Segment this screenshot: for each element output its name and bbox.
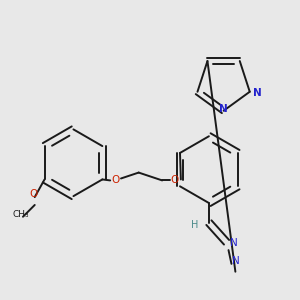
Text: O: O bbox=[30, 189, 38, 199]
Text: H: H bbox=[191, 220, 199, 230]
Text: N: N bbox=[253, 88, 261, 98]
Text: N: N bbox=[230, 238, 238, 248]
Text: CH₃: CH₃ bbox=[13, 210, 29, 219]
Text: O: O bbox=[171, 176, 179, 185]
Text: N: N bbox=[232, 256, 240, 266]
Text: O: O bbox=[111, 176, 119, 185]
Text: N: N bbox=[219, 104, 228, 114]
